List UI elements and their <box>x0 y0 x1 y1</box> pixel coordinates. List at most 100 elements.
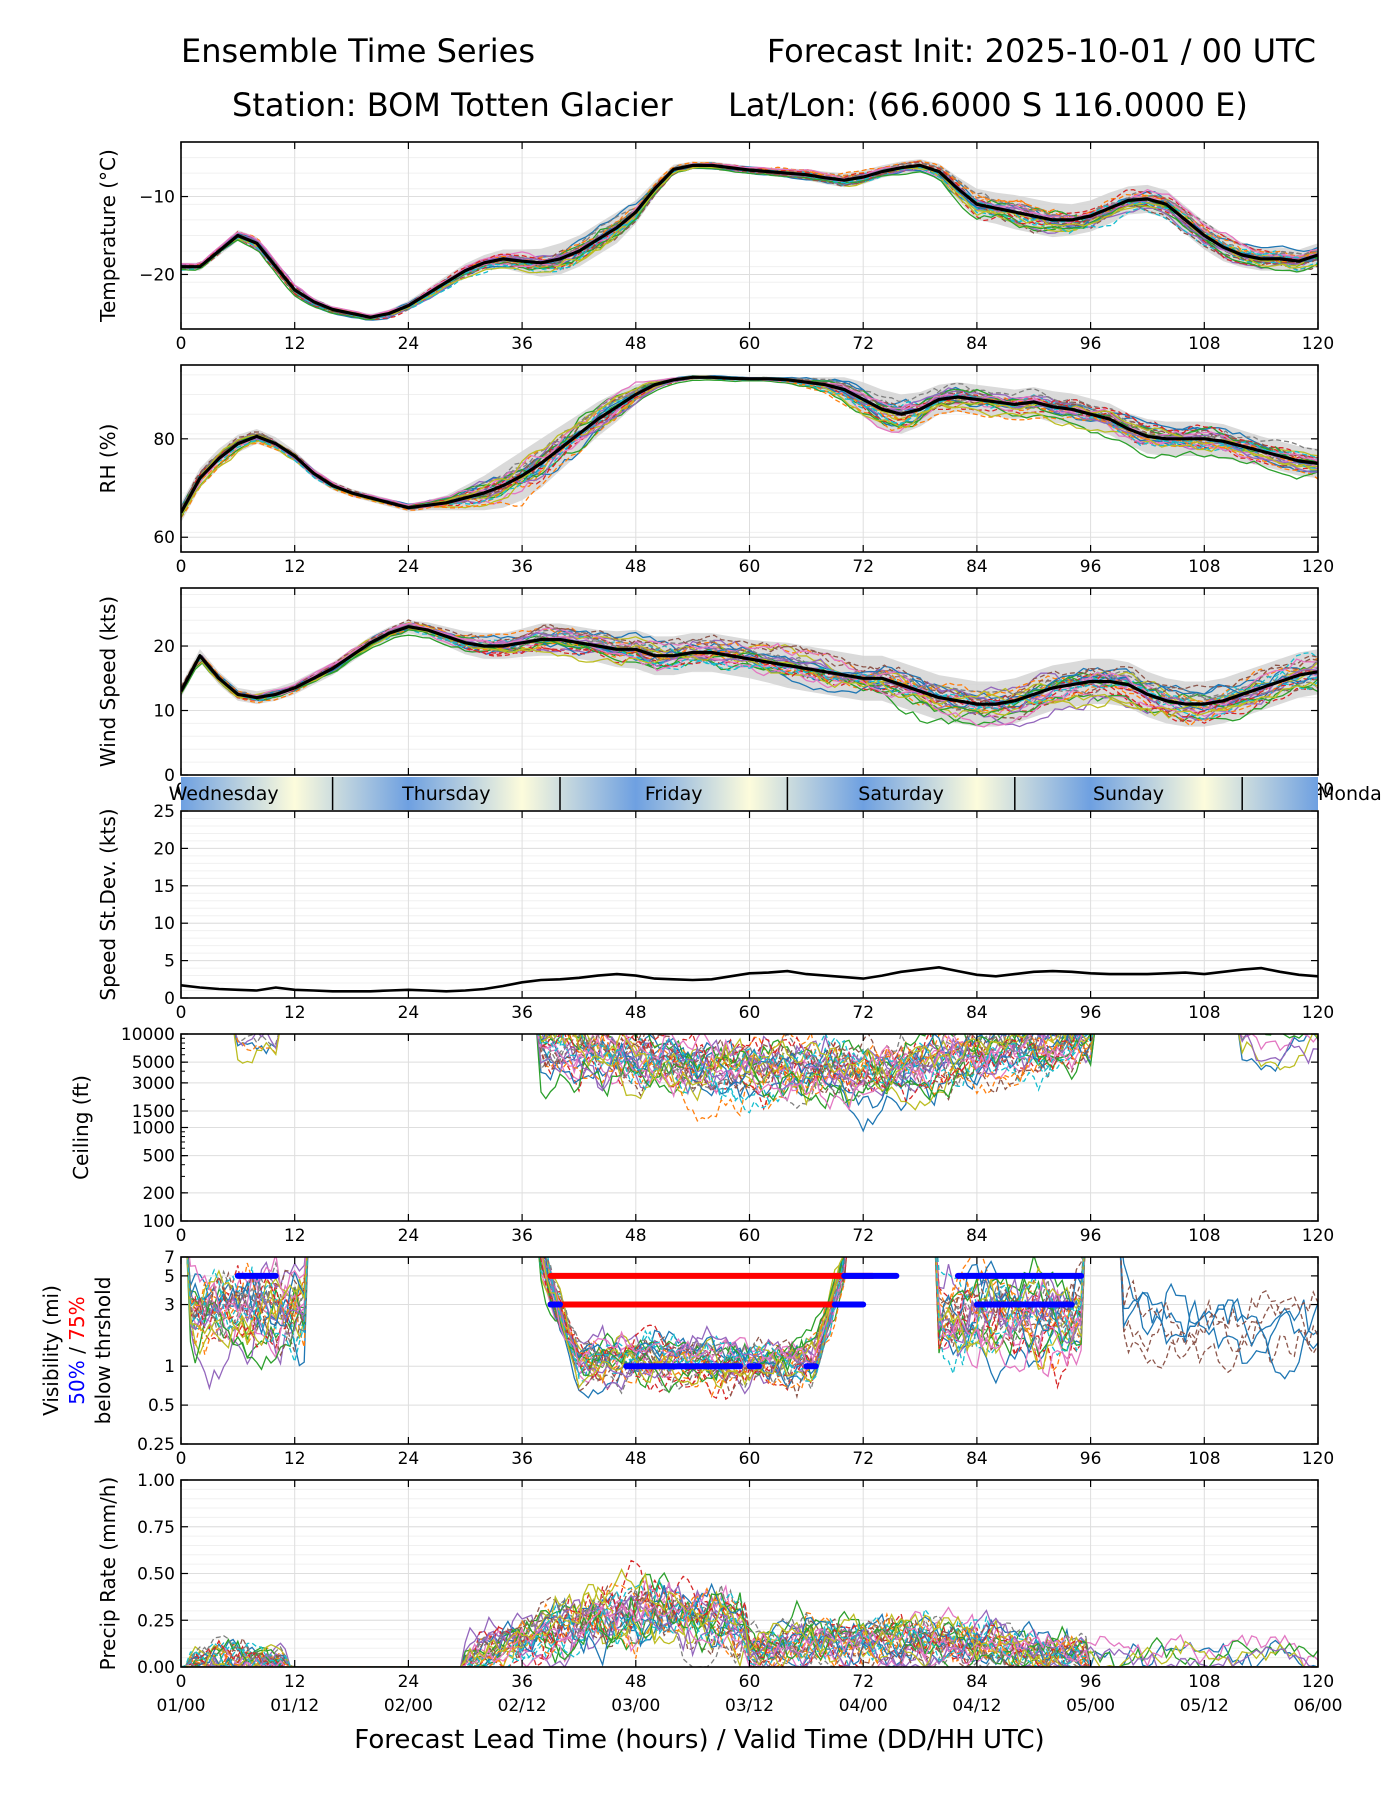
speed_stdev-xtick-label: 96 <box>1080 1003 1102 1023</box>
ceiling-xtick-label: 0 <box>176 1226 187 1246</box>
relative_humidity-xtick-label: 60 <box>739 557 761 577</box>
visibility-member-line <box>188 1257 1085 1373</box>
precip_rate-xtick-label: 120 <box>1302 1672 1334 1692</box>
visibility-label-75pct: 75% <box>65 1296 89 1340</box>
temperature-axes: 0 12 24 36 48 60 72 84 96 108 120 −10 −20 <box>139 141 1334 354</box>
ceiling-member-line <box>538 1034 1094 1097</box>
ceiling-xtick-label: 24 <box>398 1226 420 1246</box>
temperature-xtick-label: 60 <box>739 334 761 354</box>
relative_humidity-member-line <box>181 377 1318 519</box>
visibility-member-line <box>187 1257 1085 1391</box>
precip_rate-panel <box>180 1479 1319 1668</box>
day-label: Thursday <box>401 783 490 805</box>
title-left: Ensemble Time Series <box>181 32 535 70</box>
visibility-member-line <box>186 1257 1318 1399</box>
precip_rate-xtick-label: 36 <box>511 1672 533 1692</box>
speed_stdev-xtick-label: 24 <box>398 1003 420 1023</box>
ceiling-xtick-label: 48 <box>625 1226 647 1246</box>
visibility-xtick-label: 84 <box>966 1449 988 1469</box>
visibility-member-line <box>187 1257 1086 1392</box>
ceiling-ylabel: Ceiling (ft) <box>69 1075 93 1180</box>
visibility-xtick-label: 0 <box>176 1449 187 1469</box>
speed_stdev-ytick-label: 20 <box>153 839 175 859</box>
title-right: Forecast Init: 2025-10-01 / 00 UTC <box>766 32 1316 70</box>
precip_rate-member-line <box>181 1584 1318 1667</box>
precip_rate-ytick-label: 0.25 <box>137 1611 175 1631</box>
temperature-xtick-label: 96 <box>1080 334 1102 354</box>
valid-time-label: 06/00 <box>1294 1696 1343 1716</box>
temperature-xtick-label: 84 <box>966 334 988 354</box>
temperature-series <box>181 159 1318 321</box>
day-label: Friday <box>645 783 703 805</box>
wind_speed-ylabel: Wind Speed (kts) <box>96 596 120 767</box>
day-label: Wednesday <box>169 783 279 805</box>
valid-time-label: 04/00 <box>839 1696 888 1716</box>
precip_rate-xtick-label: 84 <box>966 1672 988 1692</box>
temperature-ytick-label: −20 <box>139 265 175 285</box>
ceiling-member-line <box>537 1034 1094 1093</box>
speed_stdev-line <box>180 965 1319 993</box>
x-axis-title: Forecast Lead Time (hours) / Valid Time … <box>354 1725 1044 1755</box>
relative_humidity-xtick-label: 96 <box>1080 557 1102 577</box>
precip_rate-member-line <box>181 1568 1318 1667</box>
wind_speed-ytick-label: 20 <box>153 637 175 657</box>
day-band: Wednesday Thursday Friday Saturday Sunday Mon… <box>169 777 1382 810</box>
relative_humidity-axes: 0 12 24 36 48 60 72 84 96 108 120 60 80 <box>153 364 1334 577</box>
temperature-xtick-label: 120 <box>1302 334 1334 354</box>
wind_speed-member-line <box>181 624 1318 702</box>
relative_humidity-xtick-label: 24 <box>398 557 420 577</box>
visibility-member-line <box>186 1257 1086 1384</box>
visibility-ylabel-thresholds: 50% / 75% <box>65 1296 89 1404</box>
station-label: Station: BOM Totten Glacier <box>232 86 673 124</box>
ceiling-member-line <box>536 1034 1091 1110</box>
ceiling-member-line <box>536 1034 1093 1114</box>
ceiling-member-line <box>537 1034 1077 1102</box>
temperature-ylabel: Temperature (°C) <box>96 149 120 323</box>
relative_humidity-ylabel: RH (%) <box>96 424 120 494</box>
visibility-member-line <box>187 1257 1086 1395</box>
ceiling-member-line <box>537 1034 1083 1111</box>
ceiling-xtick-label: 72 <box>852 1226 874 1246</box>
relative_humidity-xtick-label: 48 <box>625 557 647 577</box>
precip_rate-ylabel: Precip Rate (mm/h) <box>96 1477 120 1671</box>
ceiling-ytick-label: 1000 <box>132 1119 175 1139</box>
valid-time-label: 05/00 <box>1066 1696 1115 1716</box>
ceiling-member-line <box>568 1034 1095 1122</box>
speed_stdev-ytick-label: 0 <box>164 989 175 1009</box>
visibility-ytick-label: 1 <box>164 1357 175 1377</box>
temperature-xtick-label: 12 <box>284 334 306 354</box>
ceiling-xtick-label: 60 <box>739 1226 761 1246</box>
visibility-ytick-label: 5 <box>164 1267 175 1287</box>
speed_stdev-xtick-label: 48 <box>625 1003 647 1023</box>
visibility-ytick-label: 3 <box>164 1296 175 1316</box>
precip_rate-ytick-label: 0.00 <box>137 1658 175 1678</box>
valid-time-label: 02/00 <box>384 1696 433 1716</box>
precip_rate-xtick-label: 96 <box>1080 1672 1102 1692</box>
ceiling-member-line <box>537 1034 1089 1099</box>
relative_humidity-xtick-label: 72 <box>852 557 874 577</box>
ceiling-xtick-label: 36 <box>511 1226 533 1246</box>
visibility-label-sep: / <box>65 1341 89 1360</box>
visibility-member-line <box>186 1257 1085 1379</box>
day-label: Sunday <box>1093 783 1164 805</box>
visibility-xtick-label: 36 <box>511 1449 533 1469</box>
ceiling-member-line <box>560 1034 1094 1099</box>
relative_humidity-xtick-label: 108 <box>1188 557 1220 577</box>
precip_rate-axes: 0 12 24 36 48 60 72 84 96 108 120 0.00 0.25 0.50 0.75 1… <box>137 1471 1334 1692</box>
latlon-label: Lat/Lon: (66.6000 S 116.0000 E) <box>728 86 1248 124</box>
speed_stdev-ytick-label: 25 <box>153 802 175 822</box>
speed_stdev-ytick-label: 10 <box>153 914 175 934</box>
precip_rate-member-line <box>181 1586 1318 1667</box>
ceiling-series <box>233 1034 1318 1133</box>
visibility-label-50pct: 50% <box>65 1360 89 1404</box>
ceiling-member-line <box>537 1034 1086 1094</box>
ceiling-axes: 0 12 24 36 48 60 72 84 96 108 120 100 200 500 10001500… <box>121 1025 1334 1246</box>
temperature-ytick-label: −10 <box>139 188 175 208</box>
ceiling-member-line <box>537 1034 1094 1100</box>
speed_stdev-xtick-label: 12 <box>284 1003 306 1023</box>
visibility-xtick-label: 72 <box>852 1449 874 1469</box>
visibility-member-line <box>186 1257 1085 1389</box>
precip_rate-member-line <box>181 1579 1318 1667</box>
speed_stdev-xtick-label: 84 <box>966 1003 988 1023</box>
